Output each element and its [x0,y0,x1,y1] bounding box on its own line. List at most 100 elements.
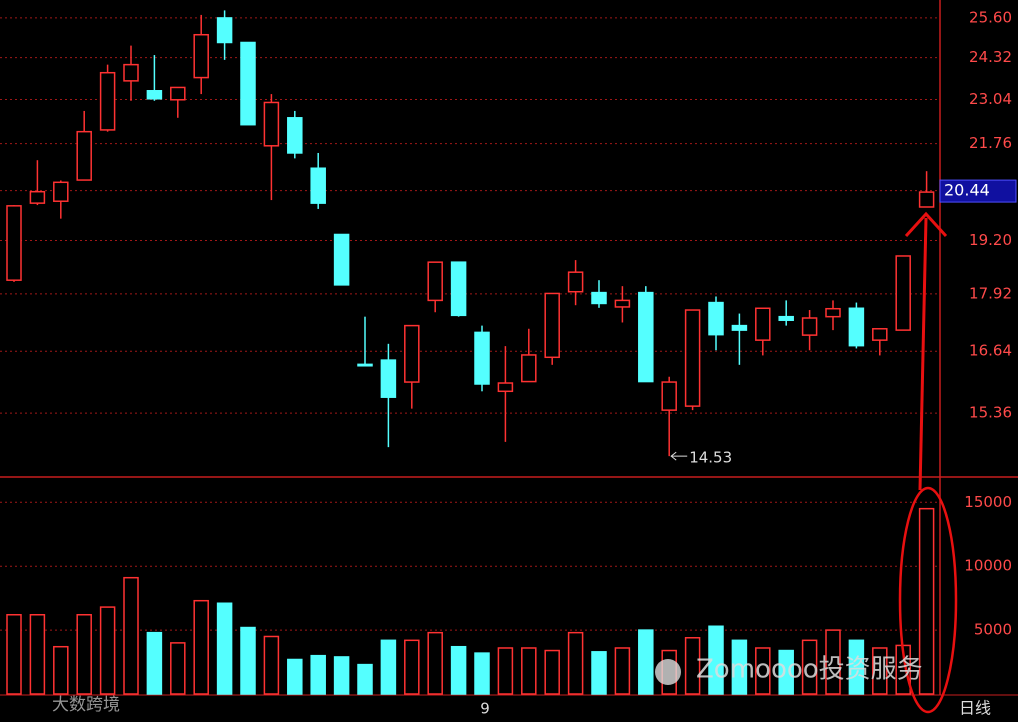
y-tick-label: 15.36 [969,404,1012,422]
highlight-arrow-head [904,211,948,238]
y-tick-label: 17.92 [969,284,1012,302]
candle-body [380,359,397,398]
candle-body [872,328,888,341]
candle-body [801,317,818,336]
highlight-arrow [918,217,928,491]
candle-body [99,71,116,131]
volume-bar [801,639,818,695]
volume-bar [474,652,490,695]
watermark-icon [655,659,681,685]
volume-bar [263,635,280,695]
volume-bar [918,507,935,695]
volume-bar [825,629,841,695]
volume-bar [380,639,397,695]
volume-bar [521,647,537,695]
volume-bar [848,639,865,695]
volume-bar [638,629,654,695]
volume-bar [29,614,46,695]
volume-bar [544,649,560,695]
candle-body [287,117,303,154]
period-label: 日线 [959,699,991,718]
volume-bar [731,639,748,695]
volume-bar [404,639,420,695]
volume-bar [216,602,233,695]
last-price-label: 20.44 [944,181,990,200]
candle-body [170,86,186,101]
y-tick-label: 21.76 [969,134,1012,152]
annotation-arrow-head [670,451,677,461]
watermark-right: Zomoooo投资服务 [696,655,923,685]
candle-body [778,315,794,321]
volume-bar [53,645,69,695]
candle-body [450,261,467,317]
volume-bar [76,614,92,695]
candle-body [6,205,22,281]
volume-bar [240,626,256,695]
volume-bar [287,658,303,695]
candle-body [614,299,631,308]
volume-bar [170,642,186,695]
volume-bar [450,645,467,695]
candle-body [123,63,139,82]
volume-bar [684,637,701,695]
candle-body [357,363,373,367]
candle-body [263,101,280,147]
y-tick-label: 19.20 [969,231,1012,249]
candle-body [684,309,701,407]
y-tick-label: 10000 [964,557,1012,575]
volume-bar [333,656,350,695]
candle-body [895,255,911,331]
candle-body [731,324,748,331]
candle-body [427,261,443,302]
candle-body [76,130,92,181]
volume-bar [123,576,139,695]
candle-body [755,307,771,341]
candle-body [544,292,560,359]
candle-body [146,90,163,100]
candle-body [333,233,350,286]
candle-body [521,354,537,383]
volume-bar [427,631,443,695]
y-tick-label: 5000 [974,621,1012,639]
candle-body [591,291,607,305]
y-tick-label: 24.32 [969,48,1012,66]
volume-bar [497,647,514,695]
y-tick-label: 25.60 [969,8,1012,26]
candle-body [567,271,584,293]
watermark-left: 大数跨境 [52,695,120,715]
candle-body [240,41,256,126]
y-tick-label: 16.64 [969,342,1012,360]
candle-body [638,291,654,383]
x-tick-label: 9 [480,700,490,718]
volume-bar [193,599,209,695]
candle-body [404,324,420,383]
candle-body [193,33,209,79]
candle-body [825,307,841,318]
candle-body [661,381,677,411]
volume-bar [99,606,116,695]
candle-body [310,167,326,204]
candle-body [474,331,490,385]
volume-bar [872,647,888,695]
candle-body [918,191,935,208]
volume-bar [591,651,607,695]
candle-body [848,307,865,347]
volume-bar [146,631,163,695]
volume-bar [778,649,794,695]
y-tick-label: 23.04 [969,90,1012,108]
candle-body [708,301,724,336]
candle-body [53,181,69,202]
low-annotation: 14.53 [689,449,732,467]
candle-body [497,382,514,393]
volume-bar [708,625,724,695]
y-tick-label: 15000 [964,493,1012,511]
last-price-box [939,179,1017,203]
candle-body [216,17,233,44]
candle-body [29,190,46,204]
marks: 25.6024.3223.0421.7620.4819.2017.9216.64… [0,8,1017,718]
volume-bar [6,614,22,695]
volume-bar [357,663,373,695]
